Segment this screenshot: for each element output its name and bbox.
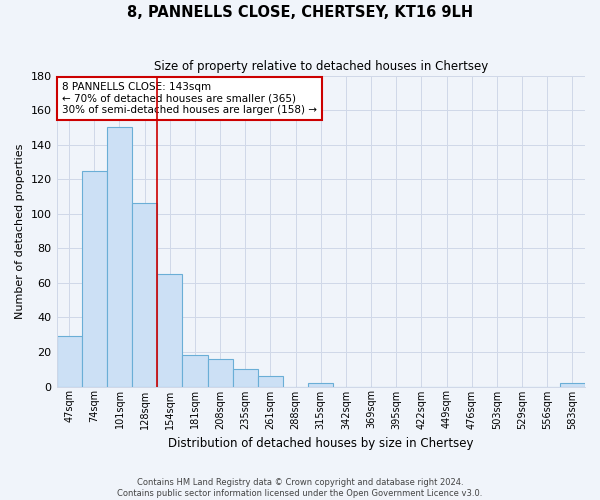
Title: Size of property relative to detached houses in Chertsey: Size of property relative to detached ho… [154, 60, 488, 73]
Bar [208, 359, 233, 386]
Bar [233, 369, 258, 386]
Bar [560, 383, 585, 386]
Bar [132, 204, 157, 386]
Text: 8, PANNELLS CLOSE, CHERTSEY, KT16 9LH: 8, PANNELLS CLOSE, CHERTSEY, KT16 9LH [127, 5, 473, 20]
Bar [82, 170, 107, 386]
Bar [258, 376, 283, 386]
Bar [107, 128, 132, 386]
Bar [182, 356, 208, 386]
Bar [56, 336, 82, 386]
Y-axis label: Number of detached properties: Number of detached properties [15, 144, 25, 318]
Text: 8 PANNELLS CLOSE: 143sqm
← 70% of detached houses are smaller (365)
30% of semi-: 8 PANNELLS CLOSE: 143sqm ← 70% of detach… [62, 82, 317, 115]
Bar [157, 274, 182, 386]
X-axis label: Distribution of detached houses by size in Chertsey: Distribution of detached houses by size … [168, 437, 473, 450]
Text: Contains HM Land Registry data © Crown copyright and database right 2024.
Contai: Contains HM Land Registry data © Crown c… [118, 478, 482, 498]
Bar [308, 383, 334, 386]
